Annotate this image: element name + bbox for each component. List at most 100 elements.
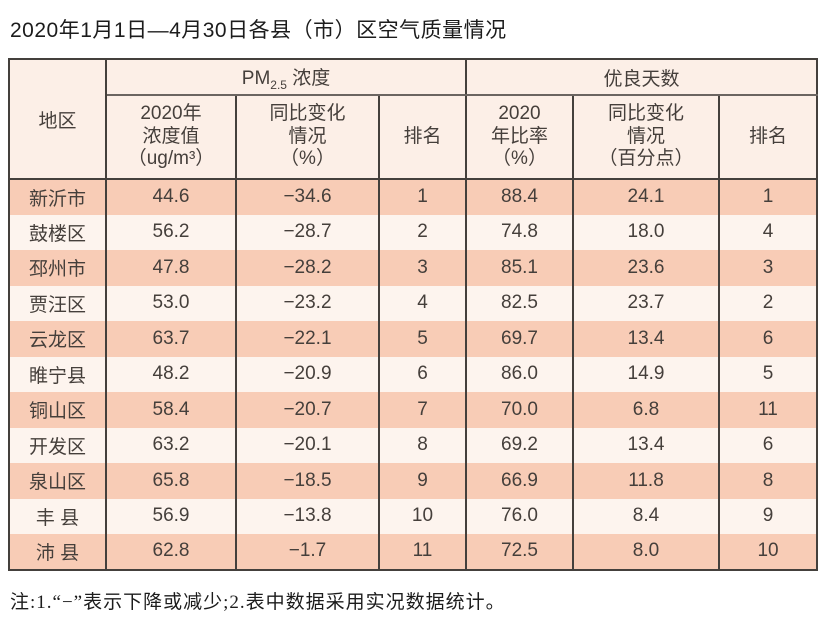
header-group-row: 地区 PM2.5 浓度 优良天数: [8, 59, 819, 180]
cell-pm-rank: 3: [378, 250, 467, 286]
cell-region: 贾汪区: [8, 285, 107, 321]
cell-ratio-rank: 1: [717, 179, 819, 215]
table-row: 新沂市 44.6 −34.6 1 88.4 24.1 1: [8, 179, 819, 215]
cell-ratio-change: 13.4: [572, 321, 720, 357]
table-row: 贾汪区 53.0 −23.2 4 82.5 23.7 2: [8, 285, 819, 321]
table-row: 开发区 63.2 −20.1 8 69.2 13.4 6: [8, 427, 819, 463]
cell-pm-change: −20.9: [235, 356, 380, 392]
cell-pm-rank: 6: [378, 356, 467, 392]
header-ratio-change: 同比变化 情况 （百分点）: [572, 95, 720, 180]
pm25-suffix: 浓度: [286, 67, 331, 89]
cell-pm-rank: 5: [378, 321, 467, 357]
header-sub-row: 2020年 浓度值 （ug/m³） 同比变化 情况 （%） 排名 2020 年比…: [9, 95, 819, 180]
cell-ratio: 76.0: [465, 498, 574, 534]
table-row: 沛 县 62.8 −1.7 11 72.5 8.0 10: [8, 534, 819, 570]
pm25-subscript: 2.5: [270, 77, 287, 92]
cell-ratio-change: 23.7: [572, 285, 720, 321]
cell-pm-value: 58.4: [105, 392, 237, 428]
cell-region: 邳州市: [8, 250, 107, 286]
cell-ratio-change: 23.6: [572, 250, 720, 286]
cell-pm-change: −23.2: [235, 285, 380, 321]
cell-region: 泉山区: [8, 463, 107, 499]
cell-ratio: 69.7: [465, 321, 574, 357]
header-ratio-rank: 排名: [717, 95, 819, 180]
cell-ratio-rank: 6: [717, 321, 819, 357]
cell-pm-change: −20.7: [235, 392, 380, 428]
cell-region: 丰 县: [8, 498, 107, 534]
table-header: 地区 PM2.5 浓度 优良天数 2020年 浓度值 （ug/m³） 同比变化 …: [8, 59, 819, 180]
cell-ratio: 85.1: [465, 250, 574, 286]
cell-ratio-rank: 4: [717, 214, 819, 250]
table-row: 铜山区 58.4 −20.7 7 70.0 6.8 11: [8, 392, 819, 428]
header-group-pm25: PM2.5 浓度: [105, 59, 467, 96]
cell-pm-rank: 1: [378, 179, 467, 215]
table-row: 丰 县 56.9 −13.8 10 76.0 8.4 9: [8, 498, 819, 534]
cell-ratio-change: 6.8: [572, 392, 720, 428]
cell-pm-rank: 2: [378, 214, 467, 250]
footnote: 注:1.“−”表示下降或减少;2.表中数据采用实况数据统计。: [10, 591, 506, 613]
cell-pm-change: −1.7: [235, 534, 380, 570]
table-row: 邳州市 47.8 −28.2 3 85.1 23.6 3: [8, 250, 819, 286]
cell-region: 开发区: [8, 427, 107, 463]
cell-pm-rank: 8: [378, 427, 467, 463]
cell-ratio-rank: 10: [717, 534, 819, 570]
cell-pm-value: 47.8: [105, 250, 237, 286]
cell-region: 鼓楼区: [8, 214, 107, 250]
cell-region: 新沂市: [8, 179, 107, 215]
cell-region: 睢宁县: [8, 356, 107, 392]
cell-ratio-change: 8.4: [572, 498, 720, 534]
table-row: 鼓楼区 56.2 −28.7 2 74.8 18.0 4: [8, 214, 819, 250]
cell-ratio-change: 14.9: [572, 356, 720, 392]
cell-ratio-rank: 2: [717, 285, 819, 321]
cell-pm-value: 65.8: [105, 463, 237, 499]
cell-pm-value: 56.9: [105, 498, 237, 534]
cell-pm-value: 63.7: [105, 321, 237, 357]
cell-ratio-rank: 8: [717, 463, 819, 499]
cell-pm-rank: 7: [378, 392, 467, 428]
header-ratio: 2020 年比率 （%）: [465, 95, 574, 180]
cell-ratio-rank: 6: [717, 427, 819, 463]
cell-ratio: 86.0: [465, 356, 574, 392]
table-row: 云龙区 63.7 −22.1 5 69.7 13.4 6: [8, 321, 819, 357]
table-body: 新沂市 44.6 −34.6 1 88.4 24.1 1 鼓楼区 56.2 −2…: [8, 179, 819, 570]
cell-ratio: 88.4: [465, 179, 574, 215]
cell-ratio: 72.5: [465, 534, 574, 570]
cell-pm-change: −22.1: [235, 321, 380, 357]
page-title: 2020年1月1日—4月30日各县（市）区空气质量情况: [10, 19, 507, 42]
table-row: 泉山区 65.8 −18.5 9 66.9 11.8 8: [8, 463, 819, 499]
cell-pm-rank: 9: [378, 463, 467, 499]
cell-pm-change: −28.7: [235, 214, 380, 250]
cell-ratio-rank: 3: [717, 250, 819, 286]
cell-ratio: 69.2: [465, 427, 574, 463]
cell-ratio-change: 8.0: [572, 534, 720, 570]
header-pm-rank: 排名: [378, 95, 467, 180]
air-quality-table: 地区 PM2.5 浓度 优良天数 2020年 浓度值 （ug/m³） 同比变化 …: [8, 58, 819, 571]
cell-pm-value: 48.2: [105, 356, 237, 392]
cell-region: 铜山区: [8, 392, 107, 428]
cell-ratio-change: 13.4: [572, 427, 720, 463]
cell-pm-change: −34.6: [235, 179, 380, 215]
cell-pm-change: −13.8: [235, 498, 380, 534]
cell-pm-change: −20.1: [235, 427, 380, 463]
header-pm-change: 同比变化 情况 （%）: [235, 95, 380, 180]
cell-pm-value: 56.2: [105, 214, 237, 250]
header-pm-value: 2020年 浓度值 （ug/m³）: [105, 95, 237, 180]
cell-pm-change: −28.2: [235, 250, 380, 286]
cell-ratio-change: 18.0: [572, 214, 720, 250]
cell-ratio: 66.9: [465, 463, 574, 499]
cell-pm-rank: 4: [378, 285, 467, 321]
cell-region: 云龙区: [8, 321, 107, 357]
cell-pm-value: 53.0: [105, 285, 237, 321]
cell-pm-value: 44.6: [105, 179, 237, 215]
cell-ratio-rank: 11: [717, 392, 819, 428]
cell-ratio: 74.8: [465, 214, 574, 250]
cell-pm-rank: 11: [378, 534, 467, 570]
cell-region: 沛 县: [8, 534, 107, 570]
cell-pm-rank: 10: [378, 498, 467, 534]
cell-ratio: 70.0: [465, 392, 574, 428]
header-group-good-days: 优良天数: [464, 59, 819, 96]
cell-ratio-change: 24.1: [572, 179, 720, 215]
cell-ratio-rank: 5: [717, 356, 819, 392]
cell-pm-value: 63.2: [105, 427, 237, 463]
